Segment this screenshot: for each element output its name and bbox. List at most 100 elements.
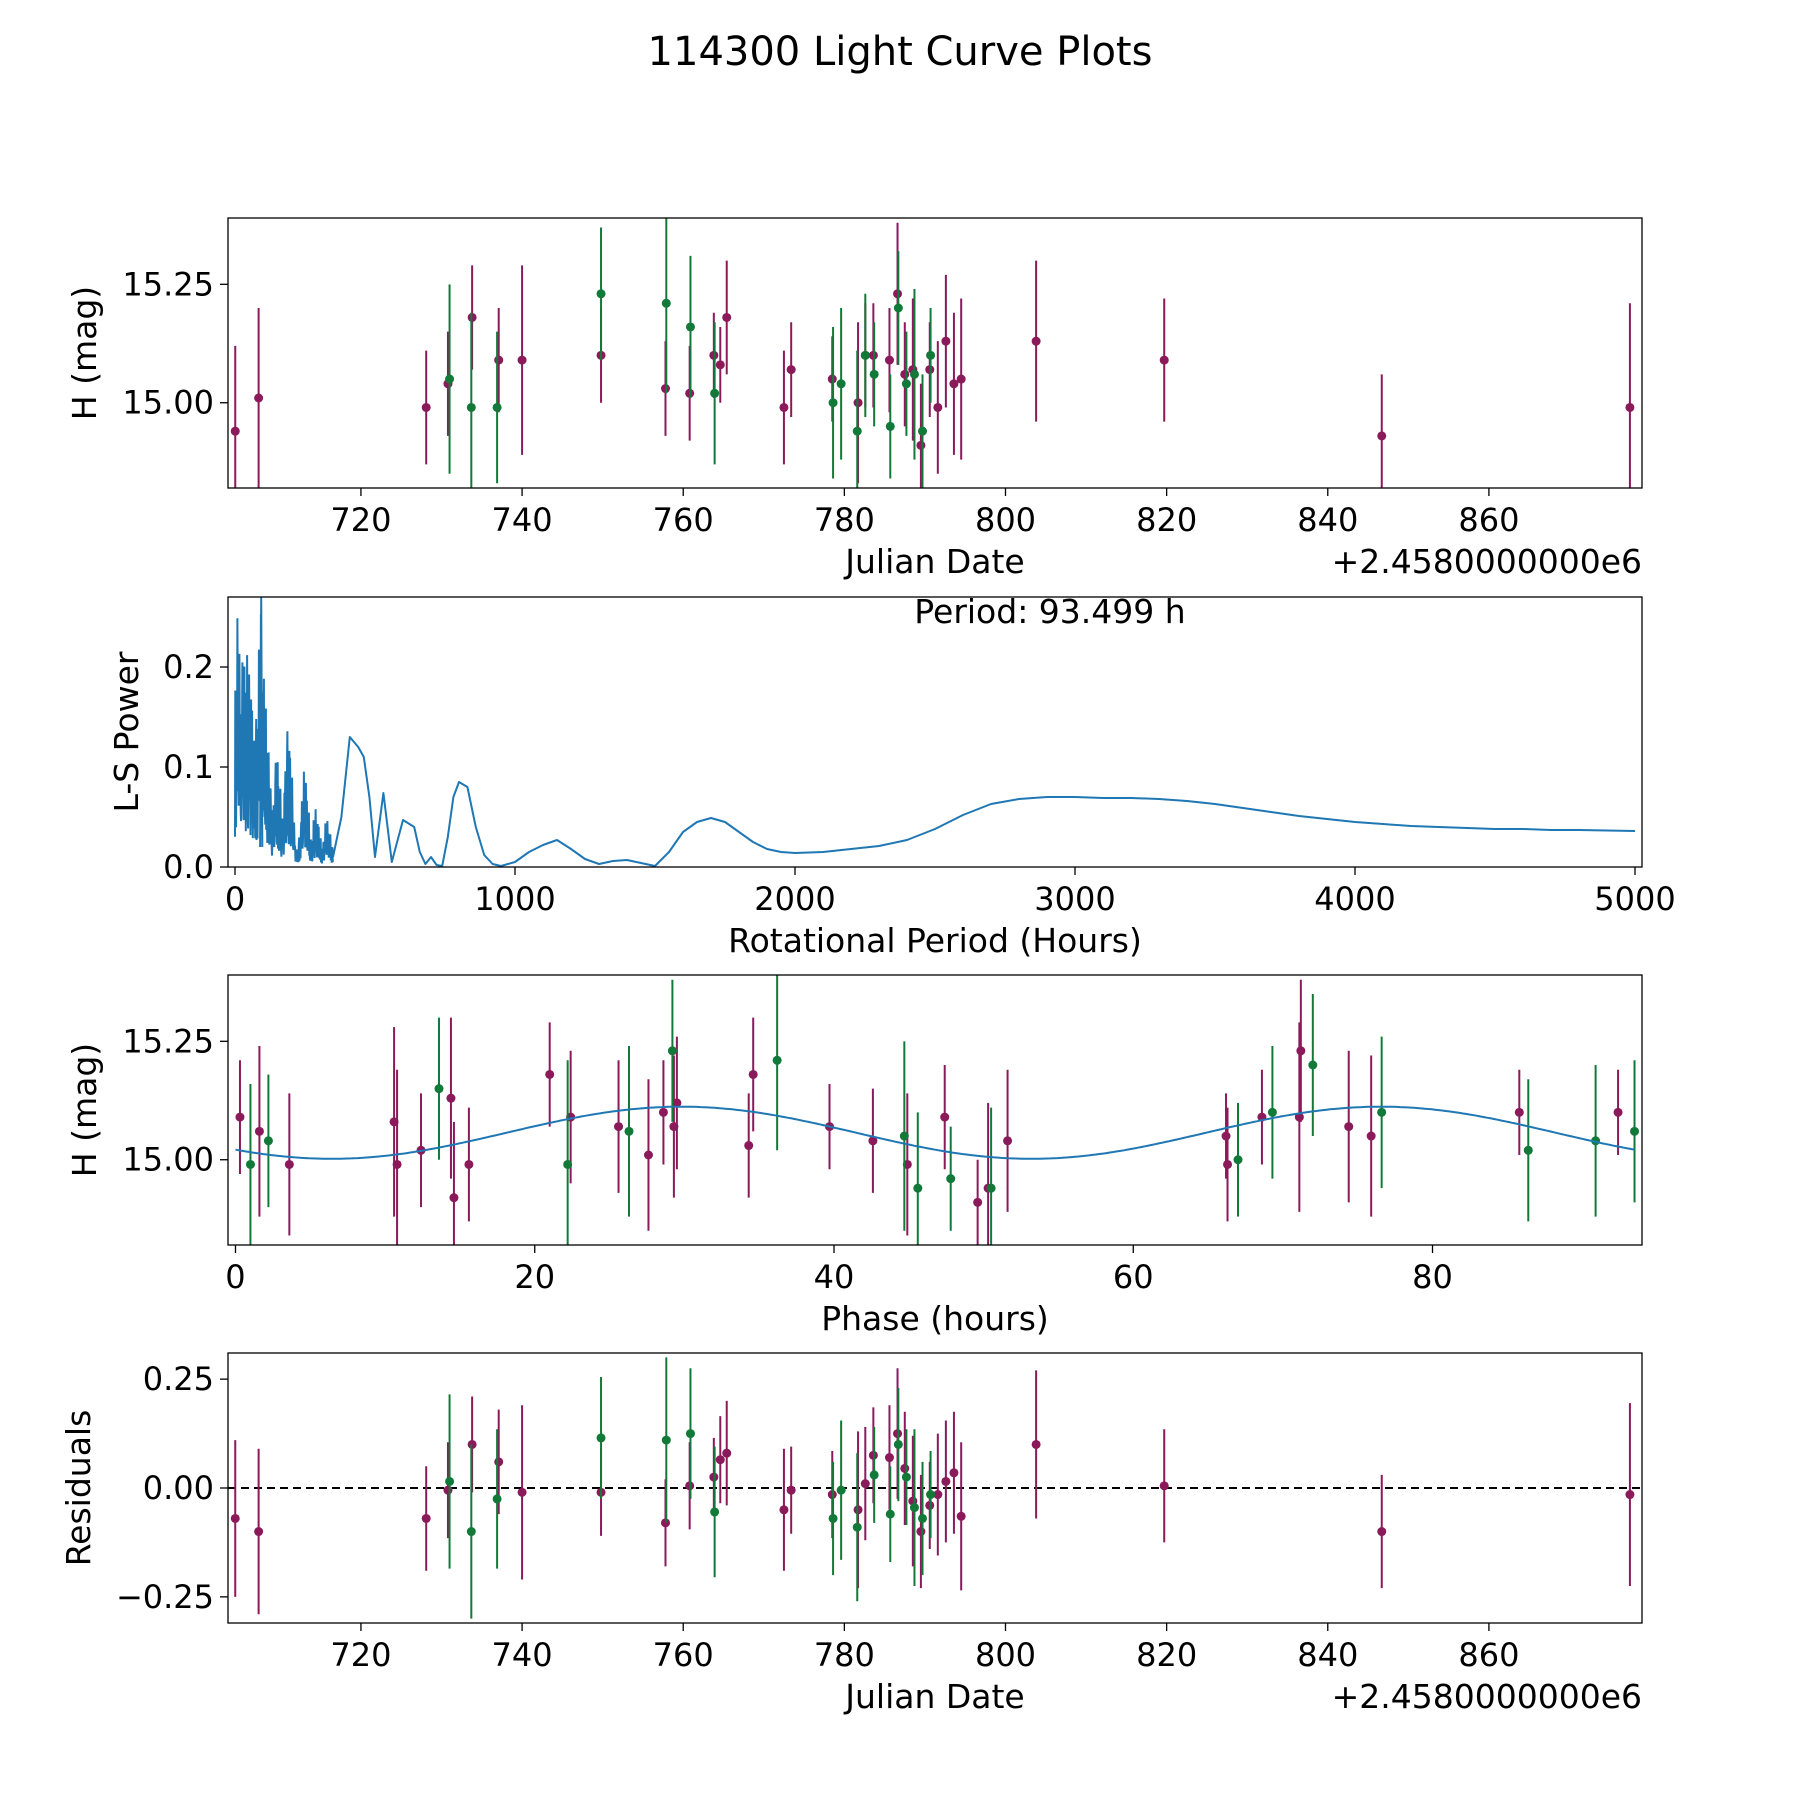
- residuals-xtick-label-7: 860: [1458, 1636, 1519, 1674]
- data-point-group_b-15: [909, 369, 919, 379]
- periodogram-line: [332, 736, 1636, 867]
- data-point-group_a-15: [672, 1098, 682, 1108]
- data-point-group_a-17: [860, 1479, 870, 1489]
- residuals-offset-label: +2.4580000000e6: [1332, 1677, 1642, 1716]
- data-point-group_a-29: [1294, 1112, 1304, 1122]
- data-point-group_b-13: [901, 1472, 911, 1482]
- data-point-group_a-32: [1625, 1490, 1635, 1500]
- data-point-group_b-15: [1523, 1145, 1533, 1155]
- data-point-group_a-28: [1296, 1046, 1306, 1056]
- data-point-group_b-8: [836, 379, 846, 389]
- data-point-group_a-14: [786, 1485, 796, 1495]
- periodogram-xtick-label-5: 5000: [1594, 880, 1675, 918]
- data-point-group_b-10: [986, 1183, 996, 1193]
- data-point-group_b-3: [563, 1159, 573, 1169]
- phase-folded-x-axis-label: Phase (hours): [821, 1299, 1049, 1338]
- data-point-group_b-14: [901, 379, 911, 389]
- data-point-group_a-25: [1221, 1131, 1231, 1141]
- phase-folded-series-group_b: [245, 975, 1640, 1245]
- periodogram-axes-frame: [227, 596, 1643, 868]
- light-curve-x-axis-label: Julian Date: [843, 542, 1025, 581]
- periodogram-xtick-label-3: 3000: [1034, 880, 1115, 918]
- data-point-group_a-14: [786, 365, 796, 375]
- data-point-group_b-6: [710, 1507, 720, 1517]
- data-point-group_b-5: [685, 1429, 695, 1439]
- phase-folded-ytick-label-0: 15.00: [122, 1141, 214, 1179]
- data-point-group_a-4: [392, 1159, 402, 1169]
- periodogram-panel: 0 1000 2000 3000 4000 5000 0.0 0.1 0.2 Rotational…: [107, 592, 1676, 960]
- data-point-group_a-25: [933, 402, 943, 412]
- data-point-group_a-28: [956, 1511, 966, 1521]
- data-point-group_b-1: [466, 1527, 476, 1537]
- data-point-group_b-16: [918, 426, 928, 436]
- residuals-xtick-label-2: 760: [653, 1636, 714, 1674]
- data-point-group_b-14: [909, 1503, 919, 1513]
- data-point-group_b-16: [926, 1490, 936, 1500]
- data-point-group_a-26: [941, 336, 951, 346]
- light-curve-offset-label: +2.4580000000e6: [1332, 542, 1642, 581]
- data-point-group_b-11: [885, 1509, 895, 1519]
- light-curve-axes-frame: [227, 217, 1643, 489]
- data-point-group_b-0: [445, 374, 455, 384]
- data-point-group_a-17: [748, 1069, 758, 1079]
- data-point-group_a-7: [449, 1193, 459, 1203]
- data-point-group_a-6: [517, 1487, 527, 1497]
- residuals-y-axis-label: Residuals: [59, 1410, 98, 1567]
- phase-folded-xtick-label-0: 0: [225, 1258, 245, 1296]
- data-point-group_b-9: [946, 1174, 956, 1184]
- light-curve-y-axis-label: H (mag): [65, 286, 104, 420]
- data-point-group_a-32: [1625, 402, 1635, 412]
- data-point-group_a-24: [1003, 1136, 1013, 1146]
- phase-folded-xtick-label-2: 40: [814, 1258, 855, 1296]
- data-point-group_a-1: [254, 1126, 264, 1136]
- data-point-group_a-30: [1344, 1122, 1354, 1132]
- data-point-group_b-1: [263, 1136, 273, 1146]
- data-point-group_a-19: [884, 355, 894, 365]
- data-point-group_a-29: [1031, 336, 1041, 346]
- data-point-group_b-17: [926, 350, 936, 360]
- residuals-xtick-label-5: 820: [1136, 1636, 1197, 1674]
- periodogram-xtick-label-2: 2000: [754, 880, 835, 918]
- periodogram-short-period-line: [234, 597, 334, 864]
- data-point-group_a-12: [722, 312, 732, 322]
- data-point-group_b-15: [918, 1513, 928, 1523]
- data-point-group_b-5: [667, 1046, 677, 1056]
- data-point-group_a-29: [1031, 1439, 1041, 1449]
- phase-folded-series-group_a: [235, 979, 1623, 1245]
- residuals-series-group_b: [445, 1357, 936, 1619]
- data-point-group_a-23: [916, 1527, 926, 1537]
- light-curve-xtick-label-4: 800: [975, 501, 1036, 539]
- phase-folded-y-axis-label: H (mag): [65, 1043, 104, 1177]
- data-point-group_a-22: [973, 1197, 983, 1207]
- data-point-group_b-9: [852, 426, 862, 436]
- data-point-group_a-26: [941, 1476, 951, 1486]
- data-point-group_a-31: [1377, 1527, 1387, 1537]
- data-point-group_a-26: [1223, 1159, 1233, 1169]
- periodogram-x-axis-label: Rotational Period (Hours): [728, 921, 1142, 960]
- data-point-group_a-13: [779, 1505, 789, 1515]
- phase-folded-xtick-label-4: 80: [1412, 1258, 1453, 1296]
- light-curve-xtick-label-1: 740: [492, 501, 553, 539]
- data-point-group_b-8: [836, 1485, 846, 1495]
- periodogram-xtick-label-0: 0: [225, 880, 245, 918]
- data-point-group_a-0: [230, 1513, 240, 1523]
- data-point-group_a-12: [722, 1448, 732, 1458]
- data-point-group_b-13: [1308, 1060, 1318, 1070]
- light-curve-xtick-label-2: 760: [653, 501, 714, 539]
- data-point-group_a-33: [1613, 1107, 1623, 1117]
- data-point-group_a-32: [1514, 1107, 1524, 1117]
- data-point-group_a-19: [884, 1453, 894, 1463]
- data-point-group_a-13: [779, 402, 789, 412]
- periodogram-ytick-label-2: 0.2: [163, 648, 214, 686]
- data-point-group_b-14: [1377, 1107, 1387, 1117]
- residuals-ytick-label-2: 0.25: [143, 1360, 214, 1398]
- data-point-group_b-4: [661, 298, 671, 308]
- data-point-group_b-0: [245, 1159, 255, 1169]
- data-point-group_a-6: [517, 355, 527, 365]
- figure-title: 114300 Light Curve Plots: [648, 29, 1153, 75]
- panels: 720 740 760 780 800 820 840 86015.0015.25Julian…: [59, 217, 1676, 1716]
- data-point-group_a-19: [868, 1136, 878, 1146]
- light-curve-xtick-label-3: 780: [814, 501, 875, 539]
- phase-folded-plot-area: [235, 975, 1640, 1245]
